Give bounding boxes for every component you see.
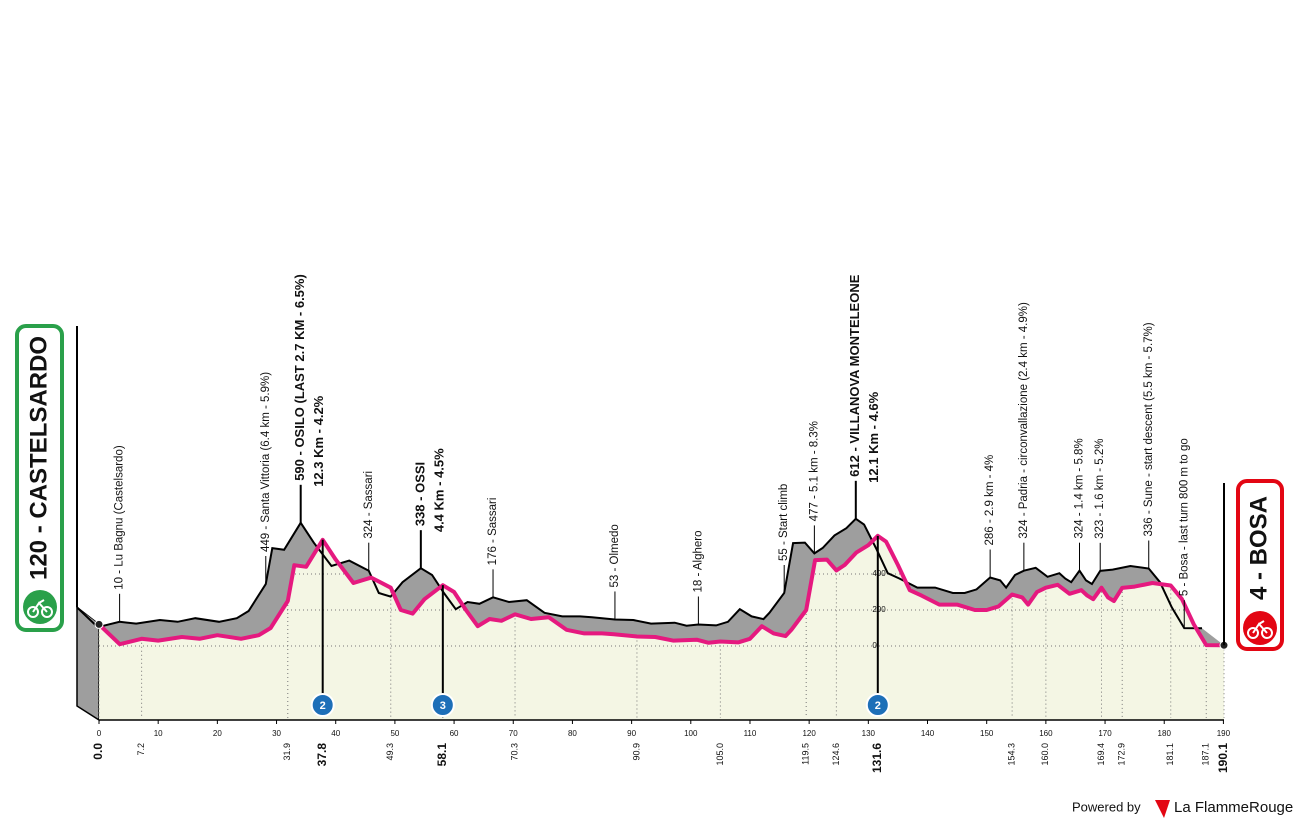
y-tick-label: 0 xyxy=(872,641,877,650)
annotation: 324 - Sassari xyxy=(363,471,375,539)
y-tick-label: 200 xyxy=(872,605,886,614)
x-tick-label: 190 xyxy=(1217,729,1231,738)
profile-face xyxy=(99,535,1224,720)
x-tick-label: 160 xyxy=(1039,729,1053,738)
annotation: 53 - Olmedo xyxy=(609,524,621,587)
point-label: 124.6 xyxy=(831,743,841,766)
bike-icon xyxy=(1247,620,1273,639)
kom-category: 2 xyxy=(320,700,326,712)
annotation: 336 - Sune - start descent (5.5 km - 5.7… xyxy=(1143,322,1155,536)
x-tick-label: 30 xyxy=(272,729,281,738)
point-label: 105.0 xyxy=(715,743,725,766)
x-tick-label: 120 xyxy=(802,729,816,738)
annotation: 477 - 5.1 km - 8.3% xyxy=(808,421,820,521)
point-label: 0.0 xyxy=(91,743,105,760)
point-label: 7.2 xyxy=(136,743,146,756)
annotation: 338 - OSSI xyxy=(412,462,427,526)
powered-by: Powered by xyxy=(1072,799,1141,814)
x-tick-label: 10 xyxy=(154,729,163,738)
x-tick-label: 60 xyxy=(450,729,459,738)
point-label: 154.3 xyxy=(1007,743,1017,766)
start-icon xyxy=(23,590,57,624)
point-label: 58.1 xyxy=(435,743,449,767)
x-tick-label: 150 xyxy=(980,729,994,738)
x-tick-label: 40 xyxy=(331,729,340,738)
annotation: 12.1 Km - 4.6% xyxy=(866,391,881,482)
annotation: 324 - Padria - circonvallazione (2.4 km … xyxy=(1018,302,1030,539)
finish-icon xyxy=(1243,611,1277,645)
point-label: 119.5 xyxy=(801,743,811,765)
profile-shade xyxy=(77,518,1224,646)
kom-badge xyxy=(310,693,335,717)
kom-category: 3 xyxy=(440,700,446,712)
x-tick-label: 130 xyxy=(862,729,876,738)
point-label: 181.1 xyxy=(1165,743,1175,766)
point-label: 187.1 xyxy=(1201,743,1211,766)
annotation: 12.3 Km - 4.2% xyxy=(311,395,326,486)
annotation: 612 - VILLANOVA MONTELEONE xyxy=(847,274,862,477)
annotation: 18 - Alghero xyxy=(692,530,704,592)
kom-category: 2 xyxy=(875,700,881,712)
x-tick-label: 50 xyxy=(390,729,399,738)
point-label: 90.9 xyxy=(631,743,641,761)
point-label: 131.6 xyxy=(870,743,884,773)
point-label: 37.8 xyxy=(315,743,329,767)
x-tick-label: 170 xyxy=(1098,729,1112,738)
point-label: 70.3 xyxy=(509,743,519,761)
bike-icon xyxy=(27,599,53,618)
x-tick-label: 0 xyxy=(97,729,102,738)
point-label: 172.9 xyxy=(1117,743,1127,766)
annotation: 4.4 Km - 4.5% xyxy=(431,448,446,532)
kom-badge xyxy=(430,693,455,717)
start-dot xyxy=(94,619,104,629)
back-line xyxy=(76,517,1203,630)
annotation: 10 - Lu Bagnu (Castelsardo) xyxy=(114,445,126,590)
point-label: 169.4 xyxy=(1096,743,1106,766)
start-box xyxy=(15,324,64,632)
kom-badge xyxy=(865,693,890,717)
brand-icon xyxy=(1155,800,1170,818)
x-tick-label: 90 xyxy=(627,729,636,738)
x-tick-label: 70 xyxy=(509,729,518,738)
profile-line xyxy=(97,533,1225,648)
annotation: 324 - 1.4 km - 5.8% xyxy=(1074,438,1086,538)
annotation: 176 - Sassari xyxy=(487,498,499,566)
annotation: 5 - Bosa - last turn 800 m to go xyxy=(1178,438,1190,596)
annotation: 449 - Santa Vittoria (6.4 km - 5.9%) xyxy=(260,372,272,552)
point-label: 49.3 xyxy=(385,743,395,761)
x-tick-label: 180 xyxy=(1158,729,1172,738)
finish-label: 4 - BOSA xyxy=(1245,496,1272,600)
brand: La FlammeRouge xyxy=(1174,799,1293,816)
point-label: 190.1 xyxy=(1216,743,1230,773)
start-label: 120 - CASTELSARDO xyxy=(25,336,52,580)
x-tick-label: 80 xyxy=(568,729,577,738)
x-tick-label: 110 xyxy=(744,729,757,738)
x-tick-label: 100 xyxy=(684,729,698,738)
x-tick-label: 20 xyxy=(213,729,222,738)
y-tick-label: 400 xyxy=(872,569,886,578)
annotation: 590 - OSILO (LAST 2.7 KM - 6.5%) xyxy=(292,274,307,481)
point-label: 160.0 xyxy=(1040,743,1050,766)
finish-box xyxy=(1236,479,1284,651)
point-label: 31.9 xyxy=(282,743,292,761)
annotation: 55 - Start climb xyxy=(778,484,790,561)
annotation: 286 - 2.9 km - 4% xyxy=(984,455,996,546)
x-tick-label: 140 xyxy=(921,729,935,738)
annotation: 323 - 1.6 km - 5.2% xyxy=(1094,439,1106,539)
